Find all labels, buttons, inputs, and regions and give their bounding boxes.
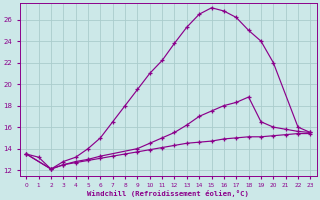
X-axis label: Windchill (Refroidissement éolien,°C): Windchill (Refroidissement éolien,°C) — [87, 190, 249, 197]
